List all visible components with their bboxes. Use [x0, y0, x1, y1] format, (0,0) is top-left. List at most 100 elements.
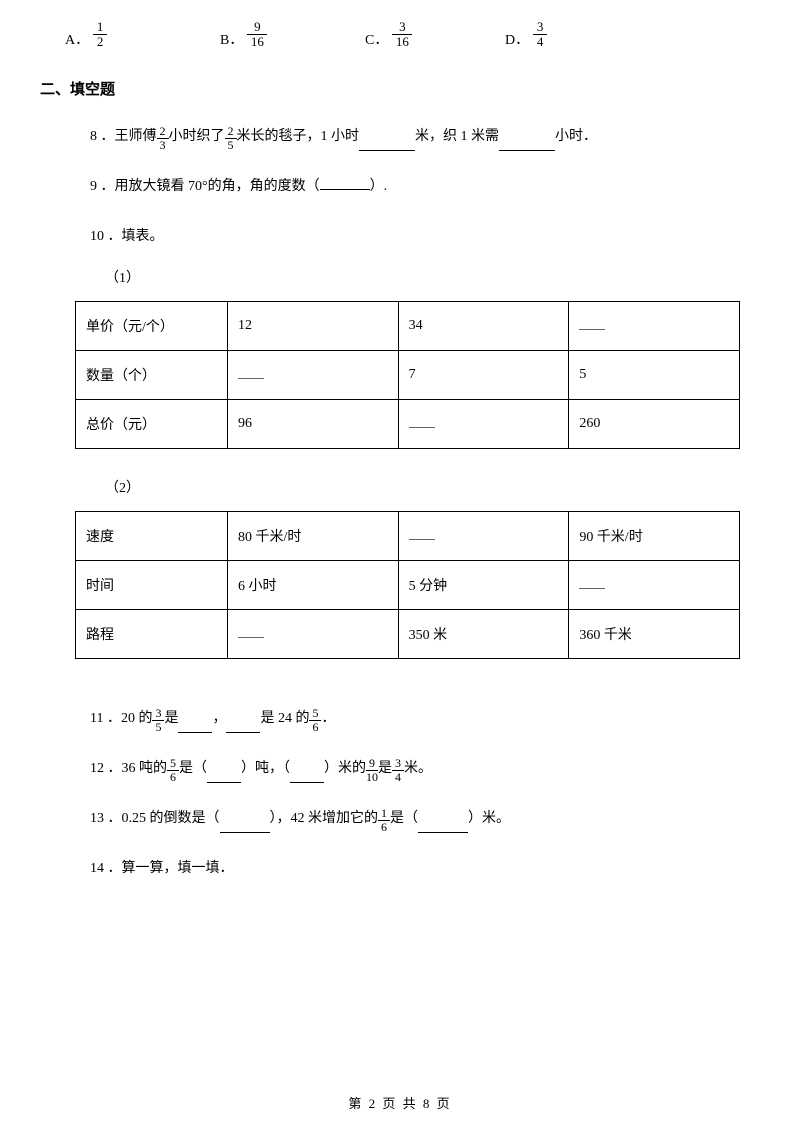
t2-r1c1: 6 小时	[228, 561, 399, 610]
option-a: A． 1 2	[65, 20, 220, 48]
cell-blank	[409, 528, 435, 540]
table-row: 时间 6 小时 5 分钟	[76, 561, 740, 610]
t1-r0c0: 单价（元/个）	[76, 302, 228, 351]
cell-blank	[579, 318, 605, 330]
q8-mid3: 米，织 1 米需	[415, 123, 499, 151]
cell-blank	[238, 626, 264, 638]
q11-mid3: 是 24 的	[260, 705, 309, 733]
q13-blank2	[418, 819, 468, 833]
t2-r2c0: 路程	[76, 610, 228, 659]
t2-r1c2: 5 分钟	[398, 561, 569, 610]
q12-blank1	[207, 769, 241, 783]
q8-frac2: 2 5	[225, 125, 237, 151]
option-c: C． 3 16	[365, 20, 505, 48]
option-a-fraction: 1 2	[93, 20, 107, 48]
cell-blank	[579, 577, 605, 589]
q8-mid1: 小时织了	[169, 123, 225, 151]
q13-suffix: ）米。	[468, 805, 510, 833]
q11-blank1	[178, 719, 212, 733]
t1-r0c3	[569, 302, 740, 351]
q8-blank2	[499, 137, 555, 151]
t2-r2c2: 350 米	[398, 610, 569, 659]
q12-mid1: 是（	[179, 755, 207, 783]
table-row: 单价（元/个） 12 34	[76, 302, 740, 351]
q10-sub2: （2）	[105, 477, 750, 497]
table-1: 单价（元/个） 12 34 数量（个） 7 5 总价（元） 96 260	[75, 301, 740, 449]
table-row: 速度 80 千米/时 90 千米/时	[76, 512, 740, 561]
option-d: D． 3 4	[505, 20, 547, 48]
q12-frac3: 3 4	[392, 757, 404, 783]
t1-r2c3: 260	[569, 400, 740, 449]
table-row: 总价（元） 96 260	[76, 400, 740, 449]
question-10-label: 10 ．填表。	[90, 223, 750, 251]
question-13: 13 ．0.25 的倒数是（ ），42 米增加它的 1 6 是（ ）米。	[90, 805, 750, 833]
question-9: 9 ．用放大镜看 70°的角，角的度数（ ）.	[90, 173, 750, 201]
q8-frac1: 2 3	[157, 125, 169, 151]
question-12: 12 ．36 吨的 5 6 是（ ）吨，（ ）米的 9 10 是 3 4 米。	[90, 755, 750, 783]
t1-r1c0: 数量（个）	[76, 351, 228, 400]
q11-mid2: ，	[212, 705, 226, 733]
table-2: 速度 80 千米/时 90 千米/时 时间 6 小时 5 分钟 路程 350 米…	[75, 511, 740, 659]
option-d-label: D．	[505, 34, 529, 48]
q11-suffix: ．	[321, 705, 335, 733]
t2-r0c0: 速度	[76, 512, 228, 561]
option-c-label: C．	[365, 34, 388, 48]
q13-prefix: 13 ．0.25 的倒数是（	[90, 805, 220, 833]
t1-r1c2: 7	[398, 351, 569, 400]
question-8: 8 ．王师傅 2 3 小时织了 2 5 米长的毯子，1 小时 米，织 1 米需 …	[90, 123, 750, 151]
q12-frac1: 5 6	[167, 757, 179, 783]
q11-frac1: 3 5	[152, 707, 164, 733]
table-row: 路程 350 米 360 千米	[76, 610, 740, 659]
option-b: B． 9 16	[220, 20, 365, 48]
q11-mid1: 是	[164, 705, 178, 733]
q13-frac1: 1 6	[378, 807, 390, 833]
q12-suffix: 米。	[404, 755, 432, 783]
q11-blank2	[226, 719, 260, 733]
t2-r1c0: 时间	[76, 561, 228, 610]
option-b-fraction: 9 16	[247, 20, 267, 48]
t1-r2c1: 96	[228, 400, 399, 449]
q12-mid2: ）吨，（	[241, 755, 290, 783]
cell-blank	[238, 367, 264, 379]
q12-blank2	[290, 769, 324, 783]
option-a-label: A．	[65, 34, 89, 48]
table-row: 数量（个） 7 5	[76, 351, 740, 400]
q8-prefix: 8 ．王师傅	[90, 123, 157, 151]
page-footer: 第 2 页 共 8 页	[0, 1093, 800, 1112]
q9-prefix: 9 ．用放大镜看 70°的角，角的度数（	[90, 179, 320, 194]
q12-prefix: 12 ．36 吨的	[90, 755, 167, 783]
t2-r0c3: 90 千米/时	[569, 512, 740, 561]
t1-r1c3: 5	[569, 351, 740, 400]
q8-suffix: 小时．	[555, 123, 597, 151]
q11-prefix: 11 ．20 的	[90, 705, 152, 733]
q12-mid4: 是	[378, 755, 392, 783]
q8-mid2: 米长的毯子，1 小时	[237, 123, 360, 151]
section-title: 二、填空题	[40, 78, 750, 99]
option-b-label: B．	[220, 34, 243, 48]
q13-blank1	[220, 819, 270, 833]
t1-r2c0: 总价（元）	[76, 400, 228, 449]
question-14: 14 ．算一算，填一填．	[90, 855, 750, 883]
q13-mid1: ），42 米增加它的	[270, 805, 379, 833]
q13-mid2: 是（	[390, 805, 418, 833]
q10-sub1: （1）	[105, 267, 750, 287]
t1-r0c2: 34	[398, 302, 569, 351]
t2-r0c1: 80 千米/时	[228, 512, 399, 561]
q9-blank	[320, 176, 370, 190]
question-11: 11 ．20 的 3 5 是 ， 是 24 的 5 6 ．	[90, 705, 750, 733]
option-c-fraction: 3 16	[392, 20, 412, 48]
option-d-fraction: 3 4	[533, 20, 547, 48]
q11-frac2: 5 6	[309, 707, 321, 733]
q9-suffix: ）.	[370, 179, 388, 194]
q12-frac2: 9 10	[366, 757, 378, 783]
t1-r0c1: 12	[228, 302, 399, 351]
q12-mid3: ）米的	[324, 755, 366, 783]
cell-blank	[409, 416, 435, 428]
t1-r2c2	[398, 400, 569, 449]
t2-r2c3: 360 千米	[569, 610, 740, 659]
t2-r0c2	[398, 512, 569, 561]
t2-r2c1	[228, 610, 399, 659]
q8-blank1	[359, 137, 415, 151]
mc-options-row: A． 1 2 B． 9 16 C． 3 16 D． 3 4	[65, 20, 750, 48]
t2-r1c3	[569, 561, 740, 610]
